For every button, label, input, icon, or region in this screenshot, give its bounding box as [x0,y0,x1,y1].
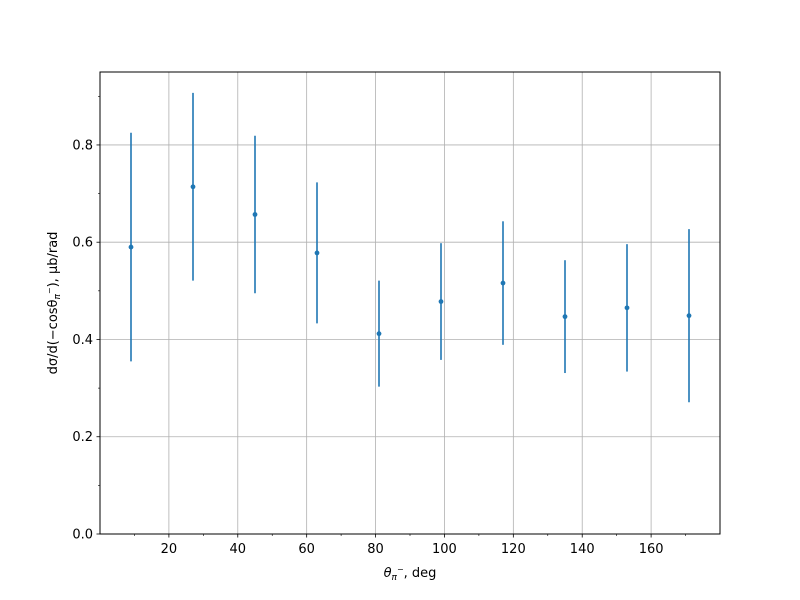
grid-lines [100,72,720,535]
data-point [314,250,320,256]
x-tick-label: 140 [570,542,595,557]
x-tick-label: 160 [639,542,664,557]
x-axis-title-superscript: − [397,565,404,574]
x-tick-label: 60 [298,542,315,557]
axis-ticks [96,96,686,538]
x-tick-label: 20 [161,542,178,557]
x-axis-title: θπ−, deg [384,565,437,583]
data-point [128,244,134,250]
x-tick-label: 80 [367,542,384,557]
x-tick-label: 100 [432,542,457,557]
tick-labels: 20 40 60 80 100 120 140 160 0.0 0.2 0.4 0.6 0.8 [72,138,663,557]
y-tick-label: 0.4 [72,333,93,348]
y-axis-title-main: dσ/d(−cosθ [46,299,61,374]
y-tick-label: 0.6 [72,236,93,251]
data-point [500,280,506,286]
y-tick-label: 0.2 [72,430,93,445]
x-tick-label: 40 [230,542,247,557]
data-point [624,305,630,311]
y-tick-label: 0.8 [72,138,93,153]
data-point [438,299,444,304]
y-axis-title-unit: ), μb/rad [46,232,61,288]
error-bars [130,92,690,403]
y-axis-title-subscript: π [53,294,63,300]
x-axis-title-symbol: θ [384,566,392,581]
y-axis-title-superscript: − [45,287,54,294]
data-point [562,314,568,320]
x-axis-title-unit: , deg [404,566,437,581]
x-tick-label: 120 [501,542,526,557]
y-tick-label: 0.0 [72,528,93,543]
y-axis-title: dσ/d(−cosθπ−), μb/rad [45,232,63,375]
data-point [686,313,692,319]
x-axis-title-subscript: π [392,573,398,583]
data-point [252,212,258,217]
data-point [376,331,382,337]
data-points [128,184,692,337]
data-point [190,184,196,190]
